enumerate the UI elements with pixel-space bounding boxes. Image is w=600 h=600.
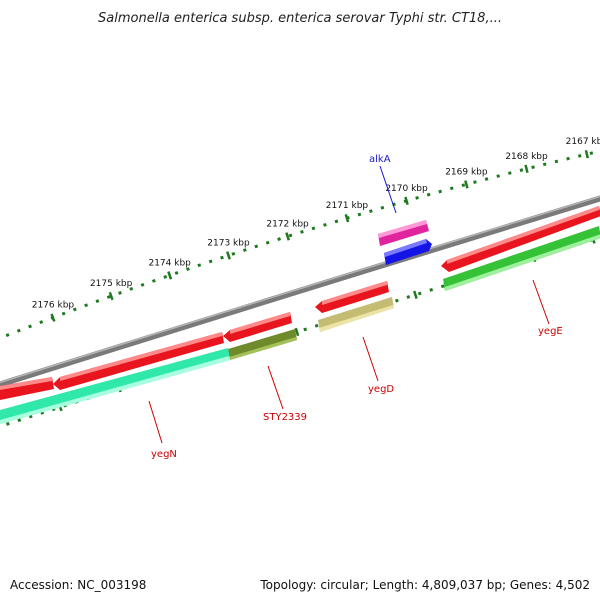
scale-tick-outer — [226, 251, 231, 260]
gene-label-alkA[interactable]: alkA — [369, 154, 391, 165]
scale-tick-inner — [294, 327, 300, 337]
scale-tick-outer — [584, 150, 589, 159]
genome-stats-text: Topology: circular; Length: 4,809,037 bp… — [260, 578, 590, 592]
scale-tick-outer — [404, 196, 409, 206]
gene-yegE-inner[interactable] — [443, 226, 600, 291]
gene-yegD-outer[interactable] — [315, 281, 389, 313]
accession-text: Accession: NC_003198 — [10, 578, 147, 592]
genome-backbone-highlight — [0, 195, 600, 384]
gene-yegD-inner[interactable] — [318, 297, 394, 332]
gene-alkA[interactable] — [378, 220, 429, 246]
scale-tick-inner — [413, 290, 418, 300]
gene-STY2339-outer[interactable] — [223, 312, 292, 342]
scale-tick-label: 2173 kbp — [207, 238, 250, 248]
gene-yegN-outer[interactable] — [53, 332, 224, 390]
gene-label-yegD[interactable]: yegD — [368, 384, 394, 395]
scale-tick-labels: 2167 kbp 2168 kbp 2169 kbp 2170 kbp 2171 kbp… — [32, 137, 600, 310]
gene-STY2339-inner[interactable] — [228, 329, 297, 360]
scale-tick-label: 2171 kbp — [326, 201, 369, 211]
scale-tick-outer — [285, 232, 290, 241]
scale-tick-outer — [50, 313, 56, 322]
scale-tick-outer — [464, 180, 469, 189]
leader-yegD — [362, 336, 379, 382]
gene-label-yegN[interactable]: yegN — [151, 449, 177, 460]
map-title: Salmonella enterica subsp. enterica sero… — [98, 11, 502, 26]
scale-tick-outer — [167, 271, 173, 280]
genome-backbone — [0, 195, 600, 388]
leader-STY2339 — [267, 365, 284, 410]
scale-tick-label: 2169 kbp — [445, 167, 488, 177]
scale-tick-label: 2174 kbp — [148, 258, 191, 268]
scale-tick-label: 2167 kbp — [566, 137, 600, 147]
scale-tick-outer — [524, 164, 529, 174]
scale-tick-label: 2175 kbp — [90, 279, 133, 289]
scale-tick-label: 2176 kbp — [32, 301, 75, 311]
gene-left-edge-outer[interactable] — [0, 377, 54, 400]
gene-yegE-outer[interactable] — [441, 206, 600, 272]
scale-tick-label: 2168 kbp — [505, 152, 548, 162]
leader-yegE — [532, 279, 550, 325]
scale-tick-label: 2170 kbp — [385, 184, 428, 194]
gene-label-STY2339[interactable]: STY2339 — [263, 412, 307, 423]
gene-yegN-inner[interactable] — [0, 348, 230, 424]
gene-label-yegE[interactable]: yegE — [538, 326, 563, 337]
leader-yegN — [148, 400, 163, 444]
scale-tick-label: 2172 kbp — [266, 219, 309, 229]
gene-alkA-blue[interactable] — [384, 239, 432, 265]
scale-tick-outer — [108, 291, 114, 301]
leader-alkA — [379, 165, 397, 214]
scale-tick-outer — [344, 213, 350, 223]
